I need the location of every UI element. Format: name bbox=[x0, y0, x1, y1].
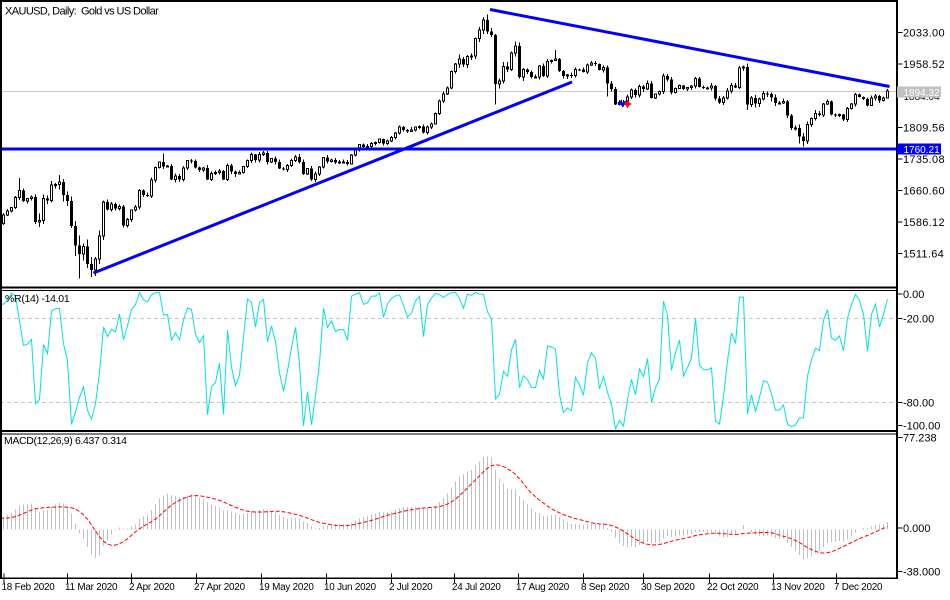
svg-text:-38.000: -38.000 bbox=[903, 567, 940, 579]
svg-text:-80.00: -80.00 bbox=[903, 398, 934, 410]
svg-text:19 May 2020: 19 May 2020 bbox=[259, 582, 314, 593]
svg-text:24 Jul 2020: 24 Jul 2020 bbox=[452, 582, 501, 593]
svg-text:%R(14) -14.01: %R(14) -14.01 bbox=[5, 293, 70, 305]
svg-text:1958.52: 1958.52 bbox=[903, 59, 945, 71]
svg-text:0.00: 0.00 bbox=[903, 289, 924, 301]
svg-text:2 Jul 2020: 2 Jul 2020 bbox=[389, 582, 433, 593]
svg-text:22 Oct 2020: 22 Oct 2020 bbox=[707, 582, 759, 593]
svg-text:1511.64: 1511.64 bbox=[903, 249, 944, 261]
svg-text:MACD(12,26,9) 6.437 0.314: MACD(12,26,9) 6.437 0.314 bbox=[4, 435, 127, 447]
svg-text:1760.21: 1760.21 bbox=[904, 145, 941, 156]
svg-text:18 Feb 2020: 18 Feb 2020 bbox=[2, 582, 56, 593]
svg-text:-100.00: -100.00 bbox=[903, 421, 940, 433]
svg-text:13 Nov 2020: 13 Nov 2020 bbox=[771, 582, 825, 593]
svg-text:17 Aug 2020: 17 Aug 2020 bbox=[516, 582, 570, 593]
svg-text:1894.32: 1894.32 bbox=[904, 88, 941, 99]
svg-text:11 Mar 2020: 11 Mar 2020 bbox=[65, 582, 118, 593]
svg-text:10 Jun 2020: 10 Jun 2020 bbox=[324, 582, 377, 593]
svg-text:8 Sep 2020: 8 Sep 2020 bbox=[581, 582, 630, 593]
svg-text:2033.00: 2033.00 bbox=[903, 28, 945, 40]
svg-text:XAUUSD, Daily: Gold vs US Dol: XAUUSD, Daily: Gold vs US Dollar bbox=[5, 6, 159, 18]
svg-text:7 Dec 2020: 7 Dec 2020 bbox=[834, 582, 883, 593]
svg-text:0.000: 0.000 bbox=[903, 523, 931, 535]
svg-text:1660.60: 1660.60 bbox=[903, 186, 945, 198]
svg-text:1809.56: 1809.56 bbox=[903, 123, 945, 135]
svg-text:2 Apr 2020: 2 Apr 2020 bbox=[129, 582, 175, 593]
svg-text:77.238: 77.238 bbox=[903, 433, 937, 445]
svg-text:1735.08: 1735.08 bbox=[903, 154, 945, 166]
svg-text:27 Apr 2020: 27 Apr 2020 bbox=[194, 582, 246, 593]
svg-text:1586.12: 1586.12 bbox=[903, 217, 945, 229]
svg-text:-20.00: -20.00 bbox=[903, 314, 934, 326]
svg-text:30 Sep 2020: 30 Sep 2020 bbox=[641, 582, 695, 593]
